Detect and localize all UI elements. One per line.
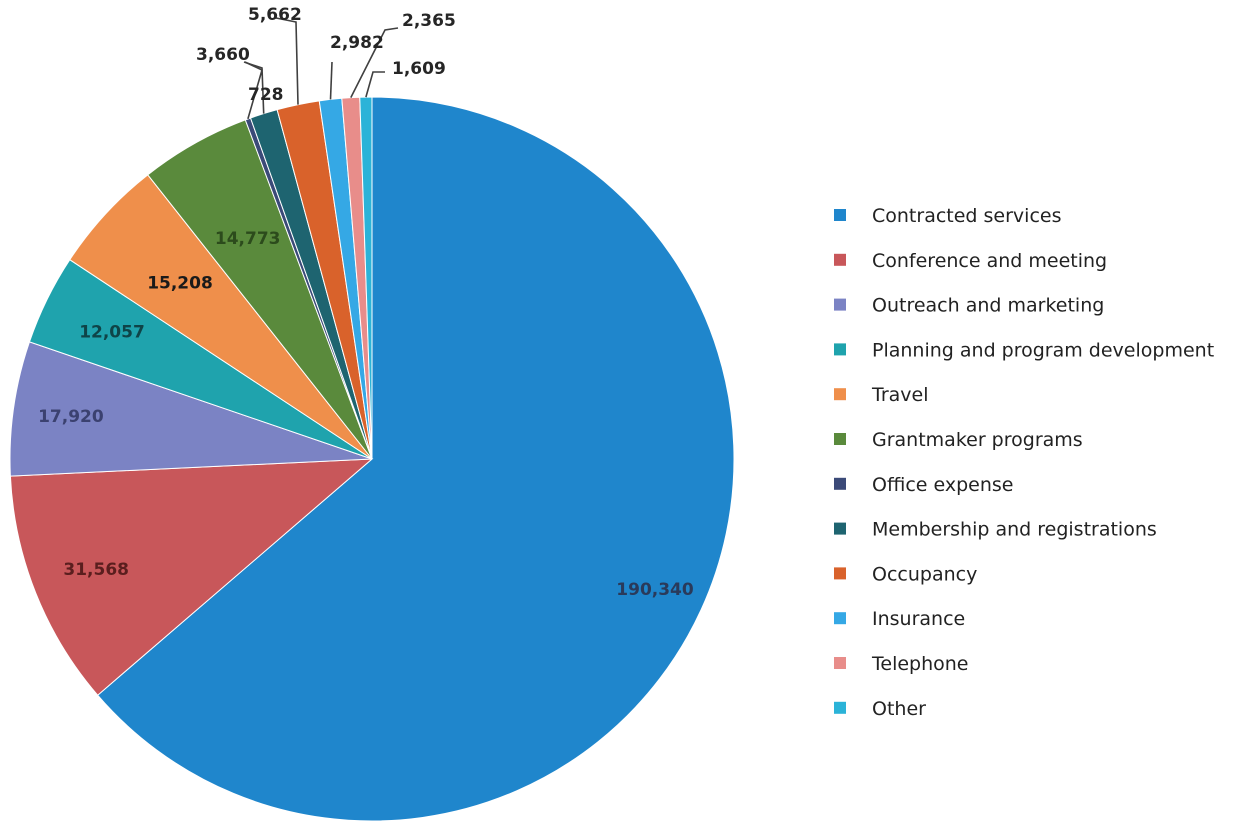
data-labels: 190,340 31,568 17,920 12,057 15,208 14,773 728… — [38, 5, 694, 600]
pie-slice-conference-and-meeting — [9, 458, 374, 696]
data-label-contracted-services: 190,340 — [616, 580, 694, 600]
legend-swatch — [834, 388, 846, 401]
legend-label: Occupancy — [872, 563, 977, 585]
data-label-conference-and-meeting: 31,568 — [63, 560, 129, 580]
data-label-travel: 15,208 — [147, 274, 213, 294]
data-label-other: 1,609 — [392, 59, 446, 79]
legend-item-office-expense: Office expense — [834, 474, 1013, 496]
legend-label: Planning and program development — [872, 339, 1214, 361]
pie-slice-contracted-services — [96, 96, 735, 822]
leader-line-insurance — [329, 61, 333, 100]
data-label-insurance: 2,982 — [330, 33, 384, 53]
legend-item-membership-and-registrations: Membership and registrations — [834, 519, 1157, 541]
label-leader-lines — [243, 17, 399, 120]
legend: Contracted services Conference and meetin… — [834, 205, 1214, 720]
data-label-planning-and-program-development: 12,057 — [79, 322, 145, 342]
legend-swatch — [834, 298, 846, 311]
legend-item-occupancy: Occupancy — [834, 563, 977, 585]
legend-label: Conference and meeting — [872, 250, 1107, 272]
legend-swatch — [834, 522, 846, 535]
legend-swatch — [834, 567, 846, 580]
pie-slices — [9, 96, 735, 822]
leader-line-telephone — [350, 27, 399, 98]
legend-label: Grantmaker programs — [872, 429, 1083, 451]
data-label-membership-and-registrations: 3,660 — [196, 45, 250, 65]
legend-item-conference-and-meeting: Conference and meeting — [834, 250, 1107, 272]
legend-item-other: Other — [834, 698, 926, 720]
legend-item-planning-and-program-development: Planning and program development — [834, 339, 1214, 361]
legend-swatch — [834, 433, 846, 445]
legend-label: Telephone — [871, 653, 969, 675]
data-label-office-expense: 728 — [248, 85, 284, 105]
legend-label: Membership and registrations — [872, 519, 1157, 541]
leader-line-other — [365, 71, 385, 98]
data-label-occupancy: 5,662 — [248, 5, 302, 25]
legend-label: Insurance — [872, 608, 965, 630]
legend-item-contracted-services: Contracted services — [834, 205, 1061, 227]
data-label-grantmaker-programs: 14,773 — [215, 229, 281, 249]
legend-label: Other — [872, 698, 926, 720]
legend-label: Contracted services — [872, 205, 1061, 227]
leader-line-membership-and-registrations — [243, 61, 265, 114]
leader-line-occupancy — [275, 17, 299, 105]
legend-swatch — [834, 477, 846, 490]
legend-swatch — [834, 612, 846, 625]
legend-label: Outreach and marketing — [872, 295, 1104, 317]
legend-label: Office expense — [872, 474, 1013, 496]
legend-item-travel: Travel — [834, 384, 928, 406]
legend-swatch — [834, 701, 846, 714]
pie-slice-outreach-and-marketing — [9, 341, 373, 477]
legend-item-telephone: Telephone — [834, 653, 969, 675]
legend-item-outreach-and-marketing: Outreach and marketing — [834, 295, 1104, 317]
legend-swatch — [834, 209, 846, 221]
legend-item-grantmaker-programs: Grantmaker programs — [834, 429, 1083, 451]
legend-swatch — [834, 657, 846, 669]
data-label-outreach-and-marketing: 17,920 — [38, 407, 104, 427]
legend-swatch — [834, 253, 846, 266]
data-label-telephone: 2,365 — [402, 11, 456, 31]
legend-label: Travel — [871, 384, 928, 406]
legend-swatch — [834, 343, 846, 356]
legend-item-insurance: Insurance — [834, 608, 965, 630]
